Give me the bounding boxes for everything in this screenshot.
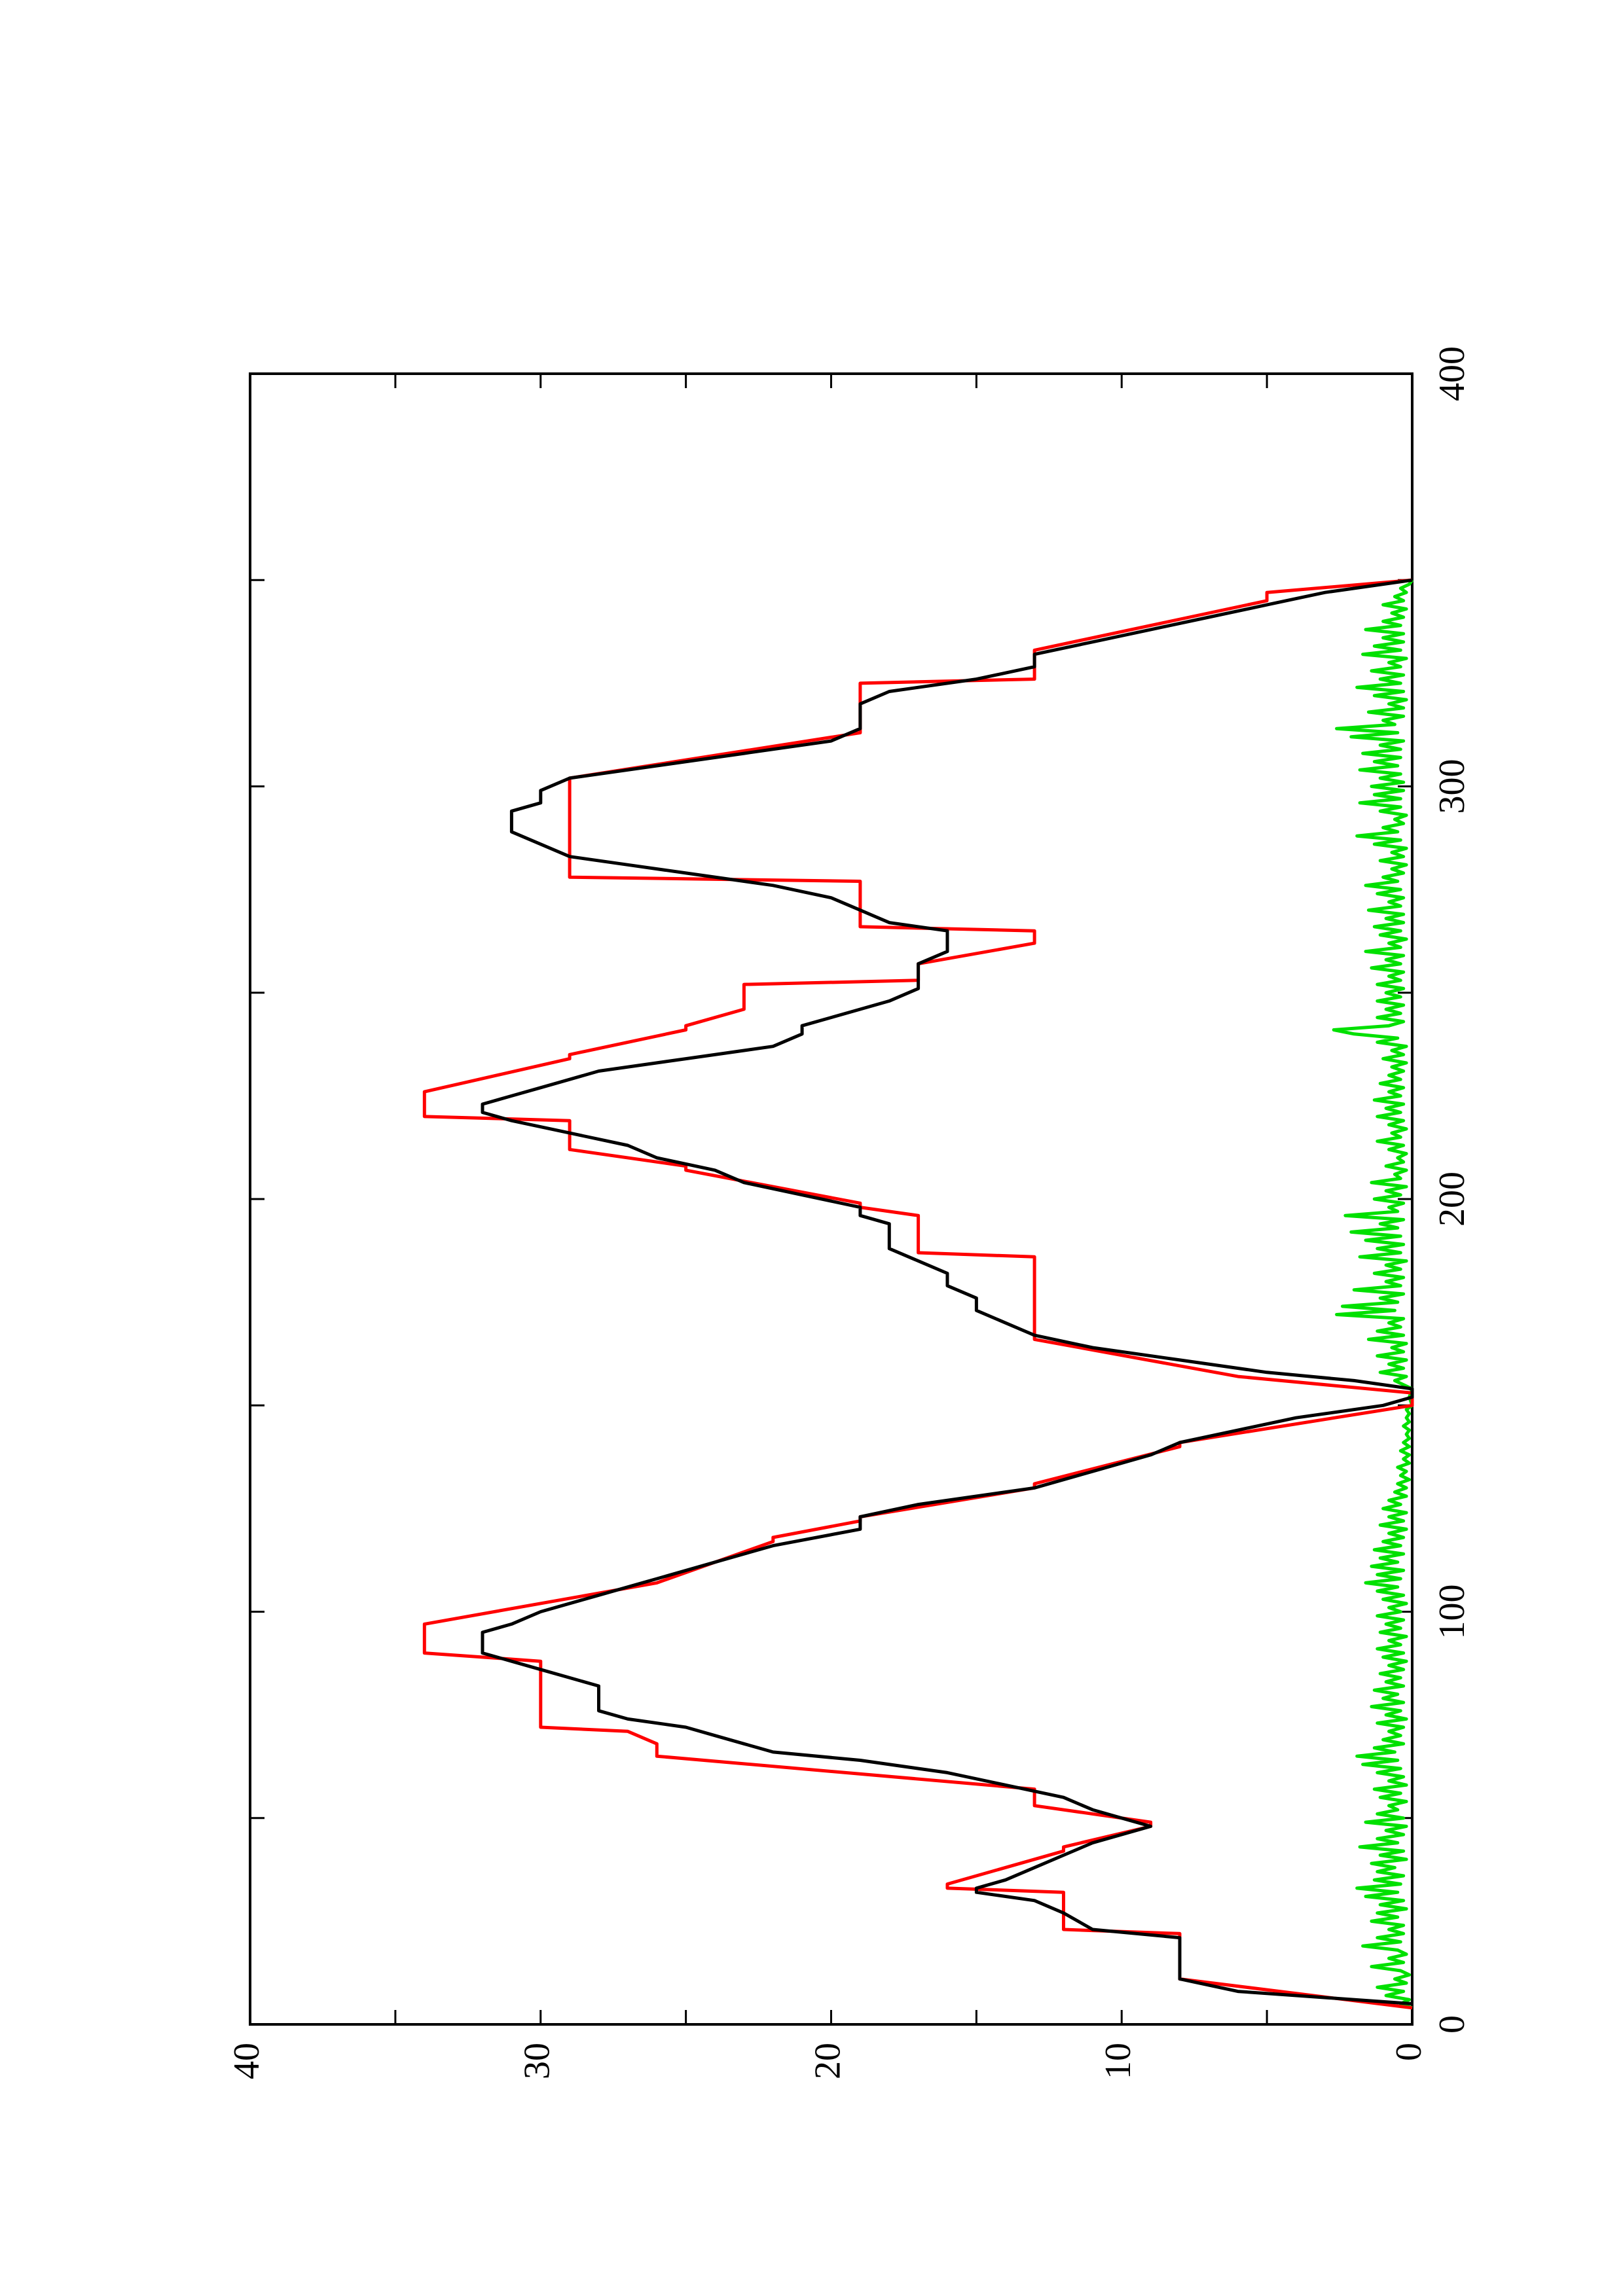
y-tick-label: 30 [517,2043,558,2079]
x-tick-label: 100 [1432,1585,1472,1640]
x-tick-label: 400 [1432,346,1472,401]
series-line-2 [1332,579,1414,2010]
y-tick-label: 20 [807,2043,848,2079]
x-tick-label: 0 [1432,2015,1472,2034]
series-layer [422,578,1414,2010]
series-line-1 [481,578,1414,2005]
y-tick-label: 10 [1098,2043,1139,2079]
y-tick-label: 0 [1389,2043,1429,2061]
x-tick-label: 200 [1432,1172,1472,1227]
y-tick-label: 40 [227,2043,267,2079]
tick-labels: 0 100 200 300 400 0 10 20 30 40 [227,346,1472,2079]
x-tick-label: 300 [1432,759,1472,814]
series-line-0 [422,578,1414,2010]
plot-area: 0 100 200 300 400 0 10 20 30 40 [227,346,1472,2079]
